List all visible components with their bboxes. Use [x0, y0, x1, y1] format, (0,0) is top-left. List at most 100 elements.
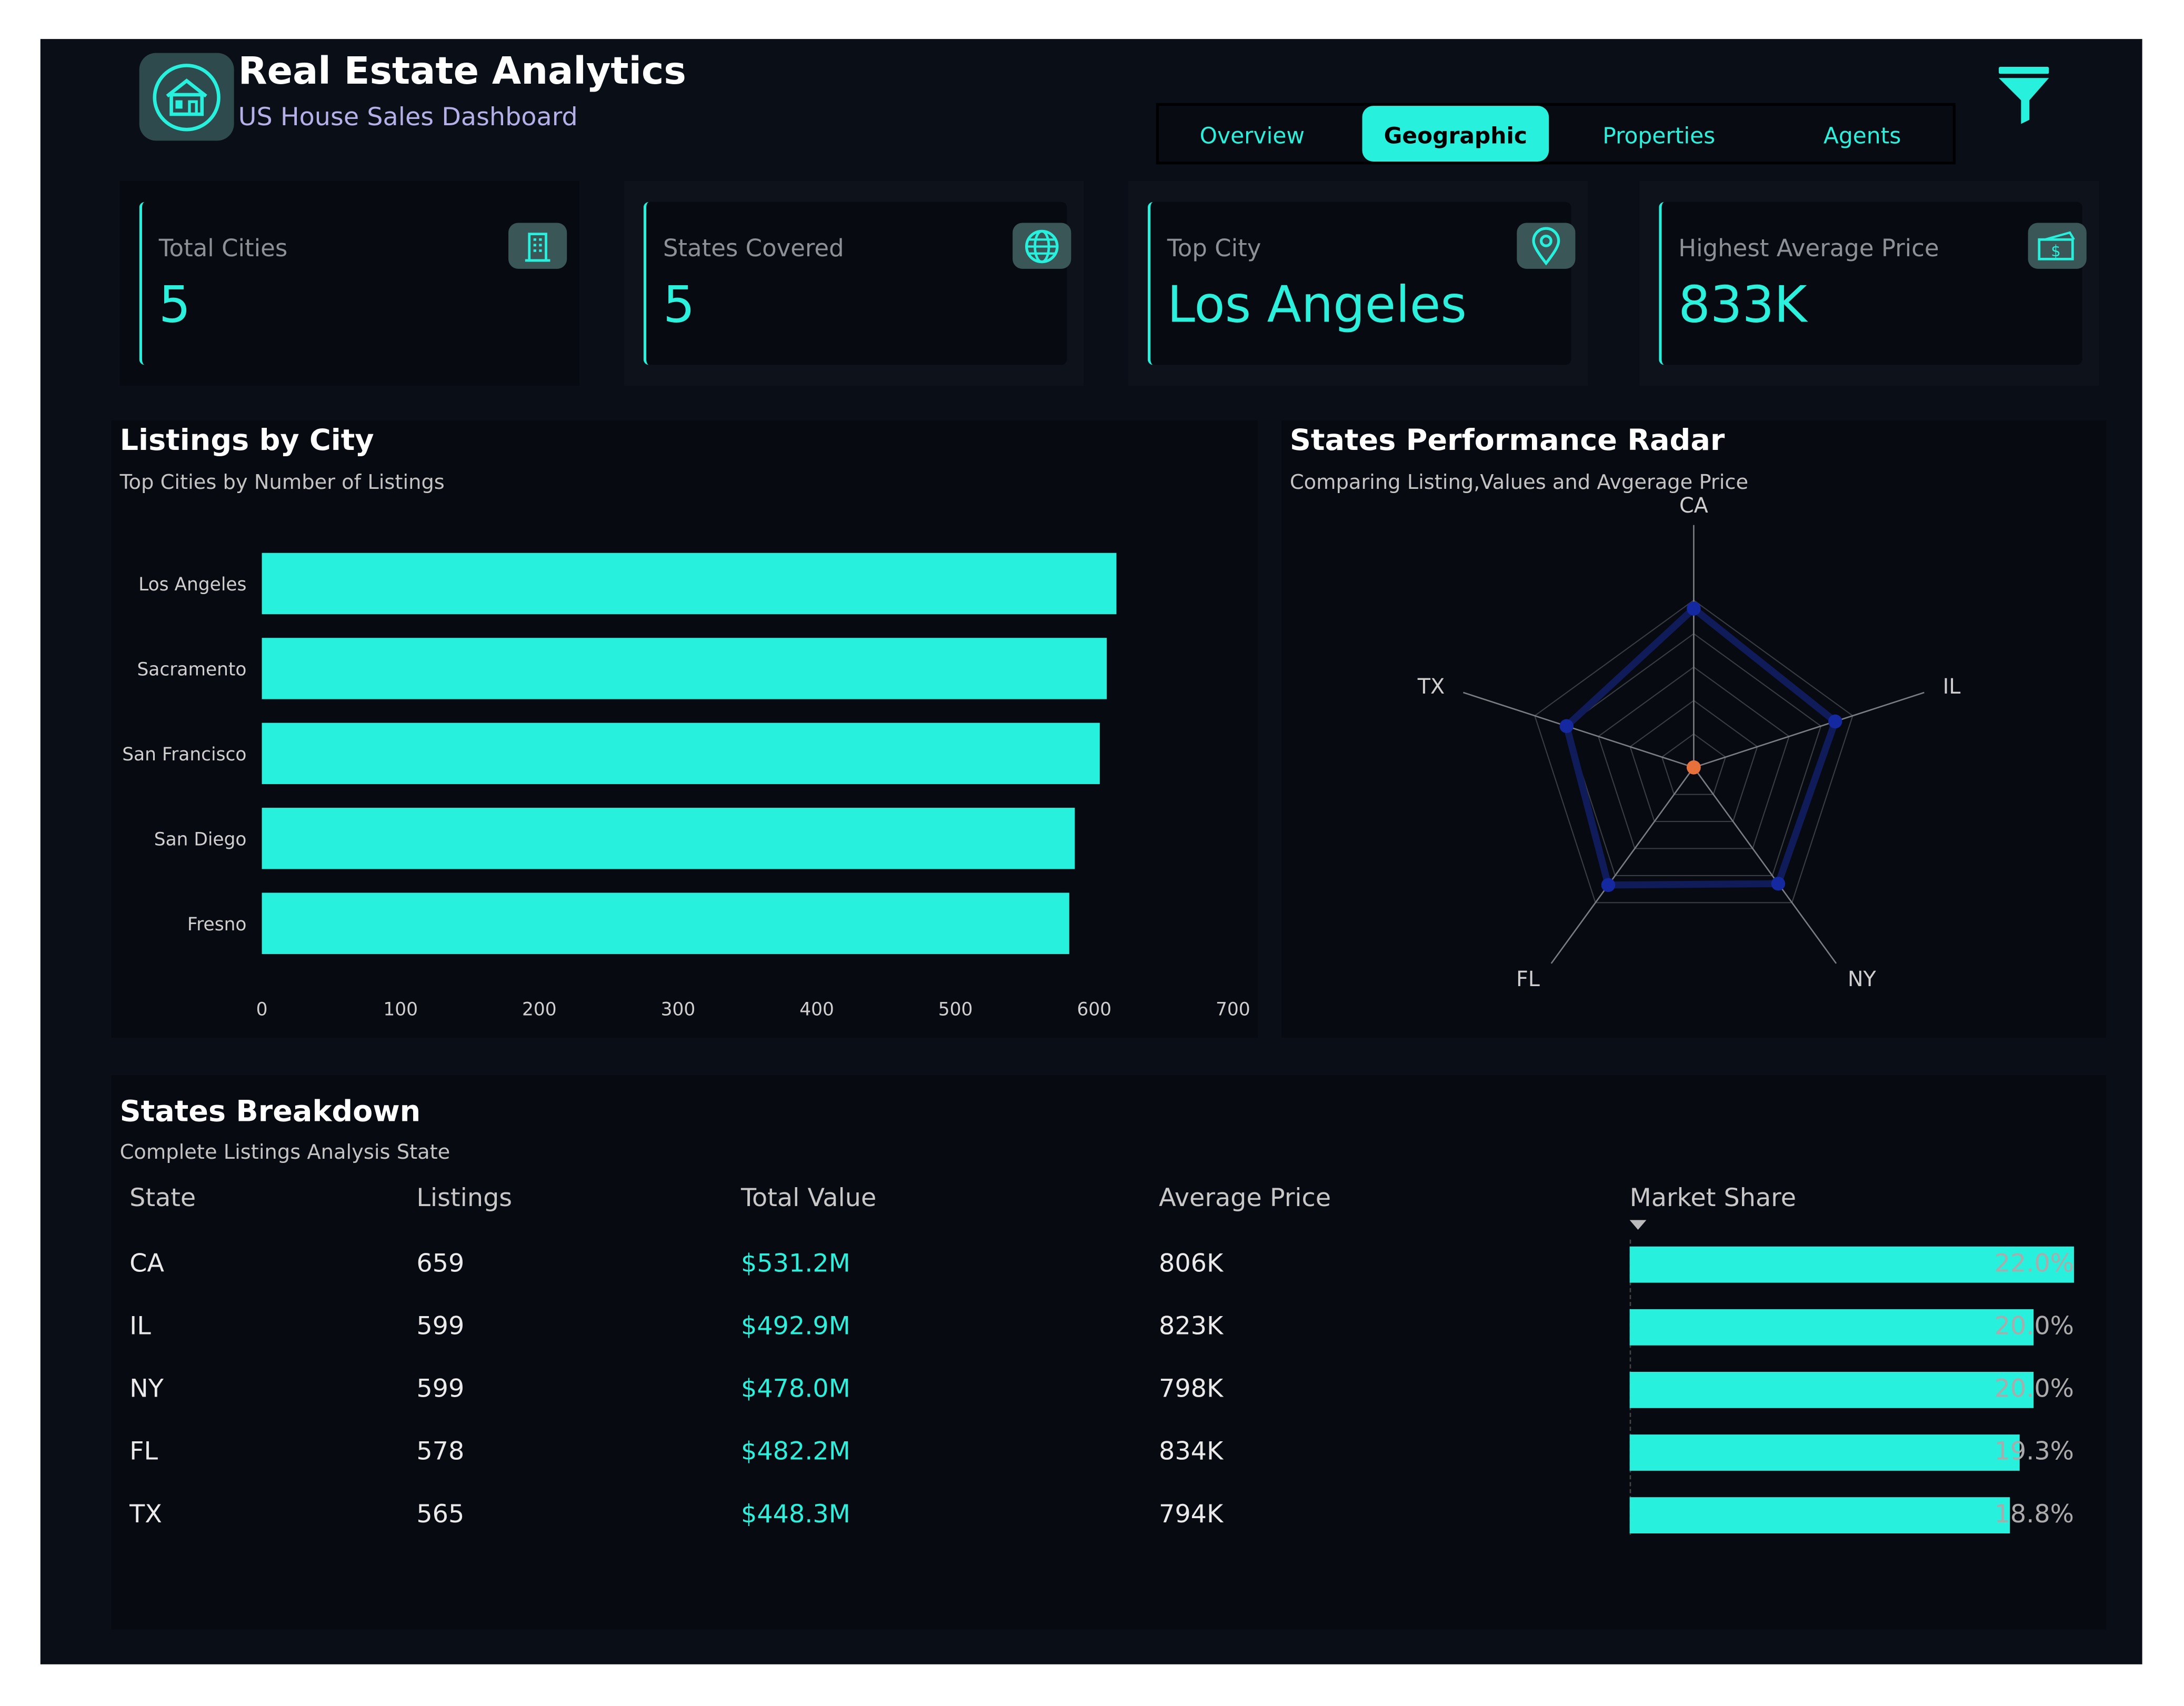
panel-subtitle: Comparing Listing,Values and Avgerage Pr…: [1289, 472, 1749, 495]
market-share-label: 22.0%: [1994, 1249, 2074, 1279]
category-label: Sacramento: [137, 659, 246, 680]
money-icon: $: [2028, 223, 2087, 269]
kpi-label: Top City: [1167, 235, 1261, 264]
bar-san-francisco[interactable]: [262, 722, 1100, 785]
market-share-bar: [1629, 1371, 2034, 1408]
column-header-state[interactable]: State: [129, 1183, 196, 1213]
radar-axis-label: IL: [1943, 675, 1961, 699]
average-price-cell: 798K: [1159, 1374, 1224, 1404]
market-share-label: 19.3%: [1994, 1437, 2074, 1467]
state-cell: TX: [129, 1500, 162, 1530]
sort-descending-icon[interactable]: [1629, 1220, 1647, 1230]
states-radar-chart: CA IL NY FL TX: [1417, 494, 1961, 991]
market-share-bar: [1629, 1497, 2010, 1534]
radar-point-ny[interactable]: [1771, 877, 1786, 891]
kpi-label: Total Cities: [158, 235, 288, 264]
listings-cell: 578: [416, 1437, 465, 1467]
total-value-cell: $482.2M: [741, 1437, 850, 1467]
house-icon: [139, 53, 234, 141]
radar-axis-line: [1693, 767, 1837, 964]
total-value-cell: $531.2M: [741, 1249, 850, 1279]
kpi-card-top-city: Top City Los Angeles: [1128, 181, 1588, 386]
panel-title: States Breakdown: [119, 1095, 421, 1128]
filter-icon[interactable]: [1996, 64, 2052, 125]
state-cell: FL: [129, 1437, 158, 1467]
radar-axis-label: FL: [1516, 967, 1540, 991]
market-share-bar: [1629, 1434, 2020, 1471]
radar-grid-ring: [1597, 666, 1790, 849]
kpi-value: 833K: [1678, 277, 1807, 335]
market-share-bar: [1629, 1246, 2074, 1283]
panel-title: States Performance Radar: [1289, 423, 1725, 457]
category-label: Fresno: [187, 914, 247, 935]
kpi-label: States Covered: [663, 235, 844, 264]
radar-point-tx[interactable]: [1687, 760, 1701, 775]
total-value-cell: $478.0M: [741, 1374, 850, 1404]
tab-overview[interactable]: Overview: [1199, 122, 1305, 149]
svg-text:$: $: [2051, 242, 2061, 259]
market-share-label: 18.8%: [1994, 1500, 2074, 1530]
radar-point-tx[interactable]: [1559, 719, 1574, 734]
radar-point-fl[interactable]: [1601, 878, 1616, 892]
tab-geographic[interactable]: Geographic: [1362, 106, 1549, 162]
kpi-label: Highest Average Price: [1678, 235, 1939, 264]
radar-series-line: [1562, 604, 1840, 889]
listings-cell: 659: [416, 1249, 465, 1279]
listings-cell: 599: [416, 1374, 465, 1404]
column-header-market-share[interactable]: Market Share: [1629, 1183, 1797, 1213]
x-tick-label: 100: [383, 999, 418, 1020]
bar-san-diego[interactable]: [262, 808, 1075, 869]
tab-properties[interactable]: Properties: [1602, 122, 1716, 149]
radar-axis-line: [1550, 767, 1695, 964]
panel-subtitle: Complete Listings Analysis State: [119, 1142, 450, 1165]
state-cell: CA: [129, 1249, 165, 1279]
x-tick-label: 400: [799, 999, 834, 1020]
globe-icon: [1013, 223, 1071, 269]
bar-los-angeles[interactable]: [262, 553, 1117, 615]
radar-axis-label: TX: [1417, 675, 1445, 699]
building-icon: [508, 223, 567, 269]
kpi-value: Los Angeles: [1167, 277, 1467, 335]
listings-cell: 565: [416, 1500, 465, 1530]
category-label: Los Angeles: [138, 574, 246, 595]
radar-grid-ring: [1629, 699, 1758, 822]
radar-axis-line: [1693, 691, 1925, 768]
x-tick-label: 0: [256, 999, 268, 1020]
listings-bar-chart: Los Angeles Sacramento San Francisco San Di…: [122, 553, 1250, 1020]
category-label: San Diego: [154, 829, 247, 850]
bar-sacramento[interactable]: [262, 638, 1107, 699]
kpi-value: 5: [158, 277, 191, 335]
average-price-cell: 834K: [1159, 1437, 1224, 1467]
tab-bar: Overview Geographic Properties Agents: [1156, 103, 1956, 165]
kpi-value: 5: [663, 277, 695, 335]
panel-title: Listings by City: [119, 423, 374, 457]
column-header-total-value[interactable]: Total Value: [741, 1183, 877, 1213]
category-label: San Francisco: [122, 744, 246, 765]
average-price-cell: 823K: [1159, 1312, 1224, 1341]
x-tick-label: 300: [661, 999, 696, 1020]
column-header-average-price[interactable]: Average Price: [1159, 1183, 1331, 1213]
listings-cell: 599: [416, 1312, 465, 1341]
radar-point-ca[interactable]: [1687, 601, 1701, 616]
column-header-listings[interactable]: Listings: [416, 1183, 513, 1213]
states-radar-panel: States Performance Radar Comparing Listi…: [1281, 420, 2106, 1038]
app-title: Real Estate Analytics: [238, 50, 686, 94]
tab-agents[interactable]: Agents: [1823, 122, 1901, 149]
total-value-cell: $448.3M: [741, 1500, 850, 1530]
app-subtitle: US House Sales Dashboard: [238, 103, 578, 133]
bar-fresno[interactable]: [262, 892, 1069, 954]
state-cell: IL: [129, 1312, 151, 1341]
radar-grid-ring: [1534, 599, 1854, 904]
states-breakdown-panel: States Breakdown Complete Listings Analy…: [111, 1075, 2106, 1630]
kpi-card-total-cities: Total Cities 5: [119, 181, 580, 386]
panel-subtitle: Top Cities by Number of Listings: [119, 472, 445, 495]
radar-axis-line: [1462, 691, 1694, 768]
market-share-label: 20.0%: [1994, 1374, 2074, 1404]
total-value-cell: $492.9M: [741, 1312, 850, 1341]
x-tick-label: 700: [1216, 999, 1250, 1020]
kpi-card-highest-average-price: Highest Average Price 833K $: [1639, 181, 2099, 386]
radar-point-il[interactable]: [1828, 714, 1842, 729]
market-share-label: 20.0%: [1994, 1312, 2074, 1341]
radar-axis-label: NY: [1848, 967, 1877, 991]
